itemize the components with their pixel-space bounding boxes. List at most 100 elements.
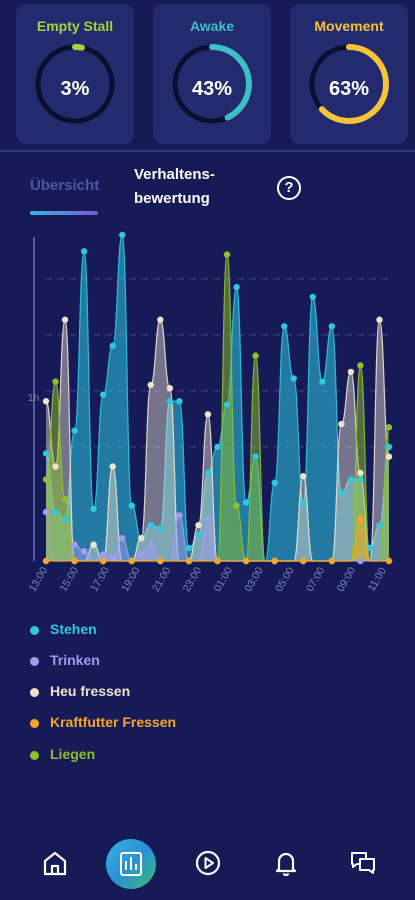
data-point[interactable] xyxy=(242,557,250,565)
data-point[interactable] xyxy=(71,541,78,548)
card-movement[interactable]: Movement 63% xyxy=(290,4,408,144)
data-point[interactable] xyxy=(195,521,202,529)
data-point[interactable] xyxy=(290,375,297,382)
data-point[interactable] xyxy=(280,323,288,330)
data-point[interactable] xyxy=(233,502,240,509)
data-point[interactable] xyxy=(357,476,364,483)
data-point[interactable] xyxy=(52,508,59,516)
data-point[interactable] xyxy=(242,499,250,506)
data-point[interactable] xyxy=(309,293,316,301)
data-point[interactable] xyxy=(52,463,59,470)
data-point[interactable] xyxy=(204,411,212,418)
data-point[interactable] xyxy=(128,557,135,565)
data-point[interactable] xyxy=(366,544,374,552)
home-icon[interactable] xyxy=(40,848,70,878)
data-point[interactable] xyxy=(185,557,193,565)
data-point[interactable] xyxy=(157,525,164,532)
data-point[interactable] xyxy=(300,499,307,506)
data-point[interactable] xyxy=(61,495,69,503)
data-point[interactable] xyxy=(99,557,107,565)
data-point[interactable] xyxy=(109,463,116,470)
data-point[interactable] xyxy=(328,557,336,565)
data-point[interactable] xyxy=(128,502,135,509)
data-point[interactable] xyxy=(157,316,164,323)
data-point[interactable] xyxy=(147,541,155,548)
data-point[interactable] xyxy=(385,424,393,431)
progress-ring xyxy=(309,44,389,124)
x-tick-label: 13:00 xyxy=(27,565,51,594)
data-point[interactable] xyxy=(80,548,88,555)
data-point[interactable] xyxy=(195,531,202,539)
card-awake[interactable]: Awake 43% xyxy=(153,4,271,144)
legend-dot xyxy=(30,719,39,728)
data-point[interactable] xyxy=(347,368,355,376)
data-point[interactable] xyxy=(109,342,116,350)
data-point[interactable] xyxy=(52,378,59,385)
data-point[interactable] xyxy=(119,534,126,542)
data-point[interactable] xyxy=(185,544,193,552)
data-point[interactable] xyxy=(42,476,50,483)
data-point[interactable] xyxy=(357,469,364,477)
play-icon[interactable] xyxy=(193,848,223,878)
data-point[interactable] xyxy=(138,551,145,558)
data-point[interactable] xyxy=(157,557,164,565)
nav-chart-active[interactable] xyxy=(106,839,156,889)
data-point[interactable] xyxy=(357,515,364,522)
ring-progress xyxy=(172,44,252,124)
data-point[interactable] xyxy=(99,391,107,398)
data-point[interactable] xyxy=(347,476,355,483)
data-point[interactable] xyxy=(376,316,383,323)
data-point[interactable] xyxy=(119,231,126,239)
data-point[interactable] xyxy=(376,521,383,529)
legend-label: Heu fressen xyxy=(50,683,131,699)
data-point[interactable] xyxy=(252,352,259,359)
data-point[interactable] xyxy=(204,469,212,477)
data-point[interactable] xyxy=(385,443,393,451)
data-point[interactable] xyxy=(147,381,155,389)
data-point[interactable] xyxy=(166,398,174,405)
data-point[interactable] xyxy=(223,401,231,408)
data-point[interactable] xyxy=(300,557,307,565)
data-point[interactable] xyxy=(42,508,50,516)
data-point[interactable] xyxy=(61,316,69,323)
data-point[interactable] xyxy=(338,420,345,428)
data-point[interactable] xyxy=(385,453,393,460)
data-point[interactable] xyxy=(166,385,174,392)
data-point[interactable] xyxy=(71,557,78,565)
data-point[interactable] xyxy=(319,378,326,385)
data-point[interactable] xyxy=(357,557,364,565)
card-empty-stall[interactable]: Empty Stall 3% xyxy=(16,4,134,144)
data-point[interactable] xyxy=(214,557,221,565)
data-point[interactable] xyxy=(338,489,345,496)
data-point[interactable] xyxy=(99,551,107,558)
data-point[interactable] xyxy=(328,323,336,330)
data-point[interactable] xyxy=(204,515,212,522)
chat-icon[interactable] xyxy=(348,848,378,878)
data-point[interactable] xyxy=(42,557,50,565)
data-point[interactable] xyxy=(80,248,88,255)
data-point[interactable] xyxy=(214,443,221,451)
data-point[interactable] xyxy=(90,505,97,513)
data-point[interactable] xyxy=(61,515,69,522)
data-point[interactable] xyxy=(42,398,50,405)
data-point[interactable] xyxy=(90,541,97,548)
tab-overview[interactable]: Übersicht xyxy=(30,177,100,194)
data-point[interactable] xyxy=(42,450,50,457)
data-point[interactable] xyxy=(233,283,240,291)
tab-verhaltensbewertung[interactable]: Verhaltens- bewertung xyxy=(134,166,215,207)
data-point[interactable] xyxy=(300,473,307,480)
data-point[interactable] xyxy=(223,251,231,258)
data-point[interactable] xyxy=(357,362,364,369)
data-point[interactable] xyxy=(109,554,116,561)
data-point[interactable] xyxy=(147,521,155,529)
help-icon[interactable]: ? xyxy=(277,176,301,200)
data-point[interactable] xyxy=(252,453,259,460)
bell-icon[interactable] xyxy=(271,848,301,878)
data-point[interactable] xyxy=(176,512,183,519)
data-point[interactable] xyxy=(271,479,278,486)
data-point[interactable] xyxy=(176,398,183,405)
data-point[interactable] xyxy=(138,534,145,542)
data-point[interactable] xyxy=(71,427,78,434)
data-point[interactable] xyxy=(385,557,393,565)
data-point[interactable] xyxy=(271,557,278,565)
